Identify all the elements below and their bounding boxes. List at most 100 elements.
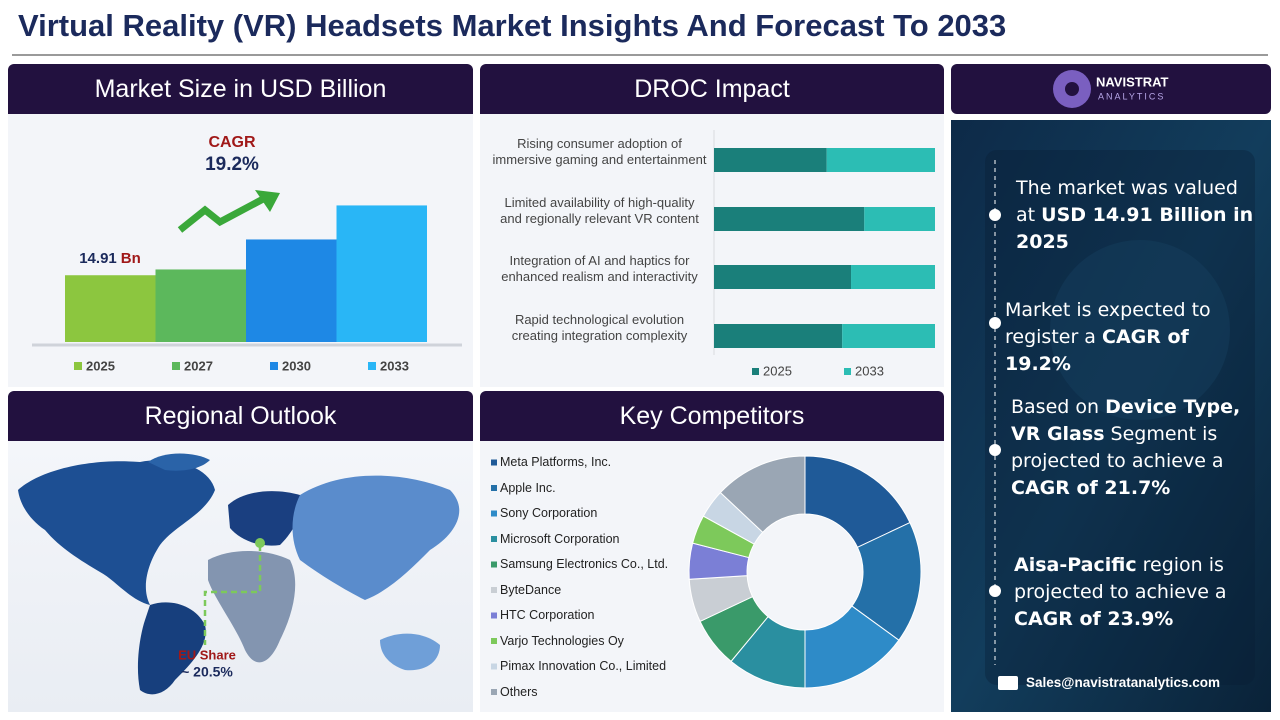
legend-swatch — [270, 362, 278, 370]
sidebar-bg — [951, 120, 1271, 712]
legend-swatch — [491, 638, 497, 644]
insight-text: region is projected to achieve a — [1014, 554, 1227, 603]
timeline-dot — [989, 317, 1001, 329]
legend-label: 2033 — [380, 358, 409, 373]
legend-label: ByteDance — [500, 582, 562, 597]
bar — [246, 239, 337, 342]
insight-text: Market is expected to register a — [1005, 299, 1211, 348]
unit: Bn — [121, 250, 141, 267]
cagr-label: CAGR — [208, 134, 256, 151]
category-label: Integration of AI and haptics for enhanc… — [501, 253, 698, 284]
email[interactable]: Sales@navistratanalytics.com — [1026, 675, 1221, 690]
panel-title: Key Competitors — [480, 391, 944, 441]
legend-swatch — [491, 485, 497, 491]
legend-label: 2025 — [86, 358, 115, 373]
legend-label: Microsoft Corporation — [500, 531, 620, 546]
insight: Based on Device Type, VR Glass Segment i… — [1011, 394, 1256, 502]
insight-text: Segment is projected to achieve a — [1011, 423, 1224, 472]
legend-swatch — [491, 689, 497, 695]
decor — [1050, 240, 1230, 420]
legend-swatch — [74, 362, 82, 370]
bar-segment — [864, 207, 935, 231]
mail-icon — [998, 676, 1018, 690]
north-america — [18, 460, 215, 605]
legend-swatch — [491, 459, 497, 466]
insight-text: The market was valued at — [1016, 177, 1238, 226]
timeline-dot — [989, 444, 1001, 456]
eu-pointer — [203, 545, 262, 645]
timeline-dot — [989, 209, 1001, 221]
legend-swatch — [491, 587, 497, 593]
legend-label: 2025 — [763, 363, 792, 378]
value: 14.91 — [79, 250, 117, 267]
legend-label: Meta Platforms, Inc. — [500, 455, 612, 469]
logo-bar — [951, 64, 1271, 114]
legend-swatch — [491, 536, 497, 542]
world-map — [18, 453, 460, 695]
eu-value: ~ 20.5% — [181, 664, 233, 680]
donut-slice — [719, 455, 806, 534]
growth-arrowhead — [255, 190, 280, 212]
legend-label: 2030 — [282, 358, 311, 373]
legend-label: Pimax Innovation Co., Limited — [500, 659, 667, 673]
legend-swatch — [368, 362, 376, 370]
legend-swatch — [491, 510, 497, 517]
insight: Market is expected to register a CAGR of… — [1005, 297, 1250, 378]
page-title: Virtual Reality (VR) Headsets Market Ins… — [18, 8, 1006, 43]
insight: The market was valued at USD 14.91 Billi… — [1016, 175, 1261, 256]
panel-title: Regional Outlook — [8, 391, 473, 441]
timeline-dot — [989, 585, 1001, 597]
bar-segment — [714, 324, 843, 348]
legend-label: Varjo Technologies Oy — [500, 633, 624, 648]
legend-swatch — [491, 612, 497, 619]
eu-label: EU Share — [178, 647, 236, 662]
panel-title: DROC Impact — [480, 64, 944, 114]
legend-label: 2033 — [855, 363, 884, 378]
bar-segment — [851, 265, 935, 289]
insight-highlight: Device Type, VR Glass — [1011, 396, 1241, 445]
insight-highlight: Aisa-Pacific — [1014, 554, 1137, 576]
legend-swatch — [844, 368, 851, 375]
bar-segment — [714, 207, 865, 231]
legend-label: Sony Corporation — [500, 506, 598, 520]
legend-label: Others — [500, 684, 538, 699]
bar-segment — [826, 148, 935, 172]
decor — [985, 150, 1255, 685]
eu-dot — [255, 538, 265, 548]
logo-icon — [1065, 82, 1079, 96]
category-label: Limited availability of high-quality and… — [500, 195, 699, 226]
cagr-value: 19.2% — [205, 154, 259, 175]
insight-highlight: CAGR of 23.9% — [1014, 608, 1174, 630]
bar-segment — [714, 148, 827, 172]
south-america — [137, 602, 206, 695]
insight-highlight: CAGR of 21.7% — [1011, 477, 1171, 499]
legend-label: 2027 — [184, 358, 213, 373]
insight-highlight: CAGR of 19.2% — [1005, 326, 1189, 375]
growth-arrow — [177, 194, 267, 233]
legend-swatch — [752, 368, 759, 375]
australia — [380, 633, 440, 671]
legend-label: Samsung Electronics Co., Ltd. — [500, 557, 669, 571]
value-label: 14.91 Bn — [79, 250, 141, 267]
legend-swatch — [491, 663, 497, 670]
insight-highlight: USD 14.91 Billion in 2025 — [1016, 204, 1254, 253]
category-label: Rising consumer adoption of immersive ga… — [492, 136, 707, 167]
bar — [336, 205, 427, 342]
category-label: Rapid technological evolution creating i… — [511, 312, 688, 343]
bar — [65, 275, 156, 342]
legend-swatch — [491, 561, 497, 568]
bar-segment — [842, 324, 935, 348]
bar — [155, 269, 246, 342]
europe — [228, 491, 302, 546]
brand: NAVISTRAT — [1096, 74, 1169, 89]
panel-title: Market Size in USD Billion — [8, 64, 473, 114]
legend-swatch — [172, 362, 180, 370]
asia — [292, 475, 460, 600]
legend-label: HTC Corporation — [500, 608, 595, 622]
insight: Aisa-Pacific region is projected to achi… — [1014, 552, 1259, 633]
bar-segment — [714, 265, 852, 289]
africa — [208, 551, 296, 663]
greenland — [148, 453, 210, 471]
